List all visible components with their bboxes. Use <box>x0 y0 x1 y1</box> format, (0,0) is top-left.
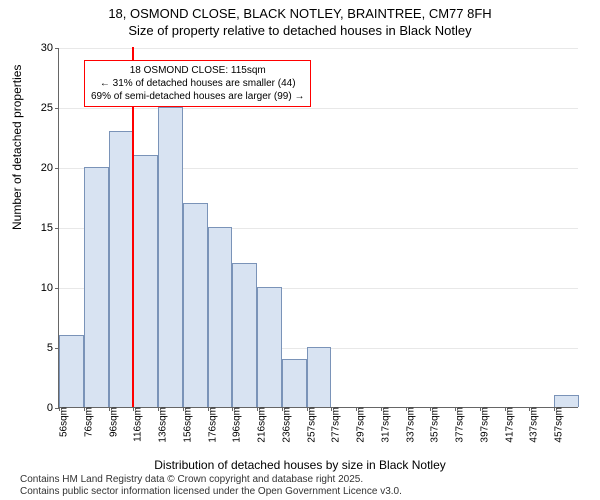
xtick-label: 236sqm <box>279 407 292 443</box>
xtick-label: 116sqm <box>131 407 144 442</box>
histogram-bar <box>109 131 134 407</box>
xtick-label: 357sqm <box>428 407 441 443</box>
xtick-label: 56sqm <box>57 407 70 437</box>
ytick-label: 10 <box>41 282 59 294</box>
annotation-line-3: 69% of semi-detached houses are larger (… <box>91 90 304 103</box>
title-line-1: 18, OSMOND CLOSE, BLACK NOTLEY, BRAINTRE… <box>0 6 600 23</box>
xtick-label: 437sqm <box>527 407 540 443</box>
xtick-label: 196sqm <box>230 407 243 443</box>
xtick-label: 76sqm <box>81 407 94 437</box>
chart-container: 18, OSMOND CLOSE, BLACK NOTLEY, BRAINTRE… <box>0 0 600 500</box>
ytick-label: 20 <box>41 162 59 174</box>
attribution-text: Contains HM Land Registry data © Crown c… <box>20 474 402 498</box>
gridline <box>59 48 578 49</box>
xtick-label: 377sqm <box>453 407 466 443</box>
xtick-label: 457sqm <box>552 407 565 443</box>
histogram-bar <box>84 167 109 407</box>
xtick-label: 176sqm <box>205 407 218 443</box>
xtick-label: 297sqm <box>354 407 367 443</box>
ytick-label: 25 <box>41 102 59 114</box>
x-axis-label: Distribution of detached houses by size … <box>0 458 600 472</box>
xtick-label: 397sqm <box>477 407 490 443</box>
ytick-label: 5 <box>47 342 59 354</box>
ytick-label: 15 <box>41 222 59 234</box>
y-axis-label: Number of detached properties <box>10 65 24 230</box>
histogram-bar <box>183 203 208 407</box>
xtick-label: 317sqm <box>378 407 391 443</box>
annotation-line-1: 18 OSMOND CLOSE: 115sqm <box>91 64 304 77</box>
histogram-bar <box>158 107 183 407</box>
histogram-bar <box>59 335 84 407</box>
attribution-line-2: Contains public sector information licen… <box>20 486 402 498</box>
chart-title: 18, OSMOND CLOSE, BLACK NOTLEY, BRAINTRE… <box>0 0 600 40</box>
ytick-label: 30 <box>41 42 59 54</box>
plot-area: 05101520253056sqm76sqm96sqm116sqm136sqm1… <box>58 48 578 408</box>
gridline <box>59 108 578 109</box>
annotation-line-2: ← 31% of detached houses are smaller (44… <box>91 77 304 90</box>
xtick-label: 257sqm <box>304 407 317 443</box>
histogram-bar <box>307 347 332 407</box>
xtick-label: 156sqm <box>180 407 193 443</box>
xtick-label: 337sqm <box>403 407 416 443</box>
histogram-bar <box>232 263 257 407</box>
histogram-bar <box>282 359 307 407</box>
xtick-label: 417sqm <box>502 407 515 443</box>
histogram-bar <box>554 395 579 407</box>
histogram-bar <box>257 287 282 407</box>
histogram-bar <box>133 155 158 407</box>
xtick-label: 216sqm <box>255 407 268 443</box>
title-line-2: Size of property relative to detached ho… <box>0 23 600 40</box>
annotation-box: 18 OSMOND CLOSE: 115sqm← 31% of detached… <box>84 60 311 107</box>
histogram-bar <box>208 227 233 407</box>
xtick-label: 277sqm <box>329 407 342 443</box>
attribution-line-1: Contains HM Land Registry data © Crown c… <box>20 474 402 486</box>
xtick-label: 136sqm <box>156 407 169 443</box>
xtick-label: 96sqm <box>106 407 119 437</box>
